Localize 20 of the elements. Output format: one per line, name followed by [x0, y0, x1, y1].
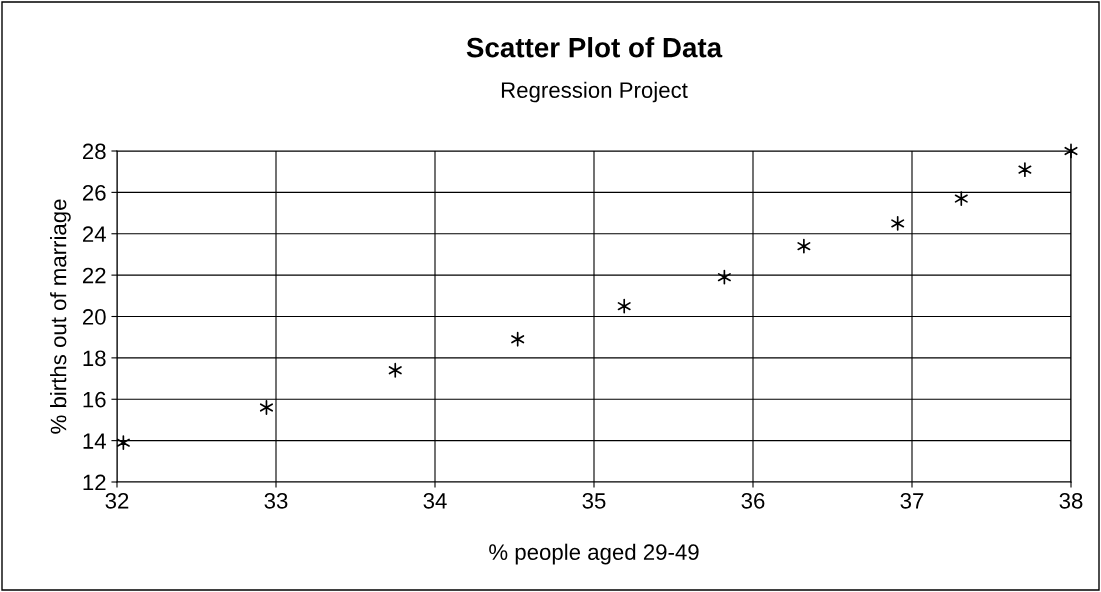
x-tick-label: 34	[423, 493, 447, 509]
x-tick-label: 33	[264, 493, 288, 509]
y-axis-title: % births out of marriage	[50, 199, 71, 434]
y-tick-label: 18	[83, 350, 106, 367]
x-axis-title: % people aged 29-49	[489, 543, 699, 565]
chart-subtitle: Regression Project	[501, 81, 688, 103]
y-tick-label: 12	[83, 474, 106, 491]
x-tick-label: 37	[900, 493, 924, 509]
y-tick-label: 14	[83, 433, 106, 449]
y-tick-label: 22	[82, 267, 106, 284]
y-tick-label: 24	[82, 226, 106, 242]
x-tick-label: 32	[105, 493, 129, 509]
chart-title: Scatter Plot of Data	[466, 37, 723, 58]
y-tick-label: 28	[82, 143, 106, 160]
x-tick-label: 38	[1059, 493, 1083, 509]
y-tick-label: 20	[82, 309, 106, 325]
x-tick-label: 36	[741, 493, 765, 509]
x-tick-label: 35	[582, 493, 606, 509]
y-tick-label: 26	[82, 184, 106, 201]
y-tick-label: 16	[83, 391, 106, 408]
